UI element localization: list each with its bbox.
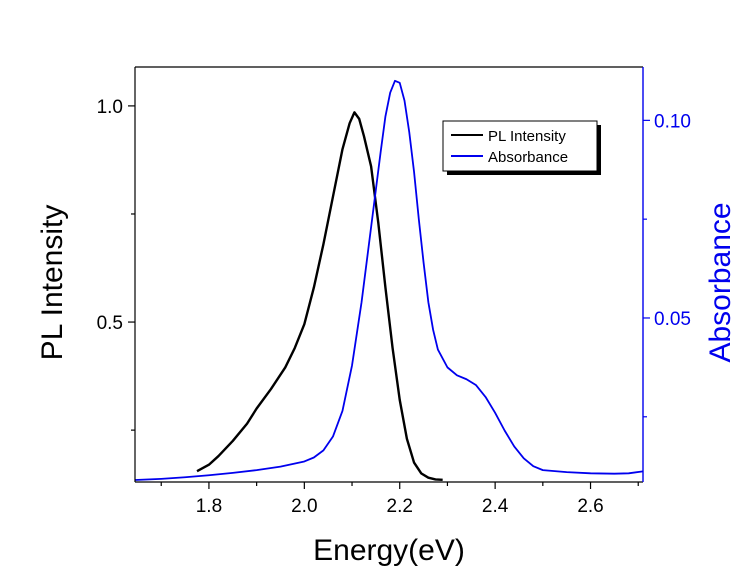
legend-box [442,120,598,172]
absorbance-line [135,79,643,481]
y-right-tick-label: 0.05 [654,309,691,330]
y-left-axis-title: PL Intensity [36,205,69,361]
pl-intensity-line [196,111,443,482]
legend-label: PL Intensity [488,128,566,145]
x-tick-label: 2.4 [482,496,509,517]
x-tick-label: 1.8 [196,496,222,517]
y-left-tick-label: 1.0 [97,97,123,118]
y-right-tick-label: 0.10 [654,111,691,132]
axes-layer: 1.8 2.0 2.2 2.4 2.6 0.5 1.0 0.05 0.10 Energy(eV) P… [36,66,737,567]
x-tick-label: 2.0 [291,496,317,517]
series-layer [135,79,643,482]
legend: PL Intensity Absorbance [442,120,601,175]
x-tick-label: 2.2 [387,496,413,517]
y-right-axis-title: Absorbance [704,202,737,362]
legend-label: Absorbance [488,149,568,166]
x-axis-title: Energy(eV) [313,534,465,567]
y-left-tick-label: 0.5 [97,313,123,334]
x-tick-label: 2.6 [577,496,603,517]
